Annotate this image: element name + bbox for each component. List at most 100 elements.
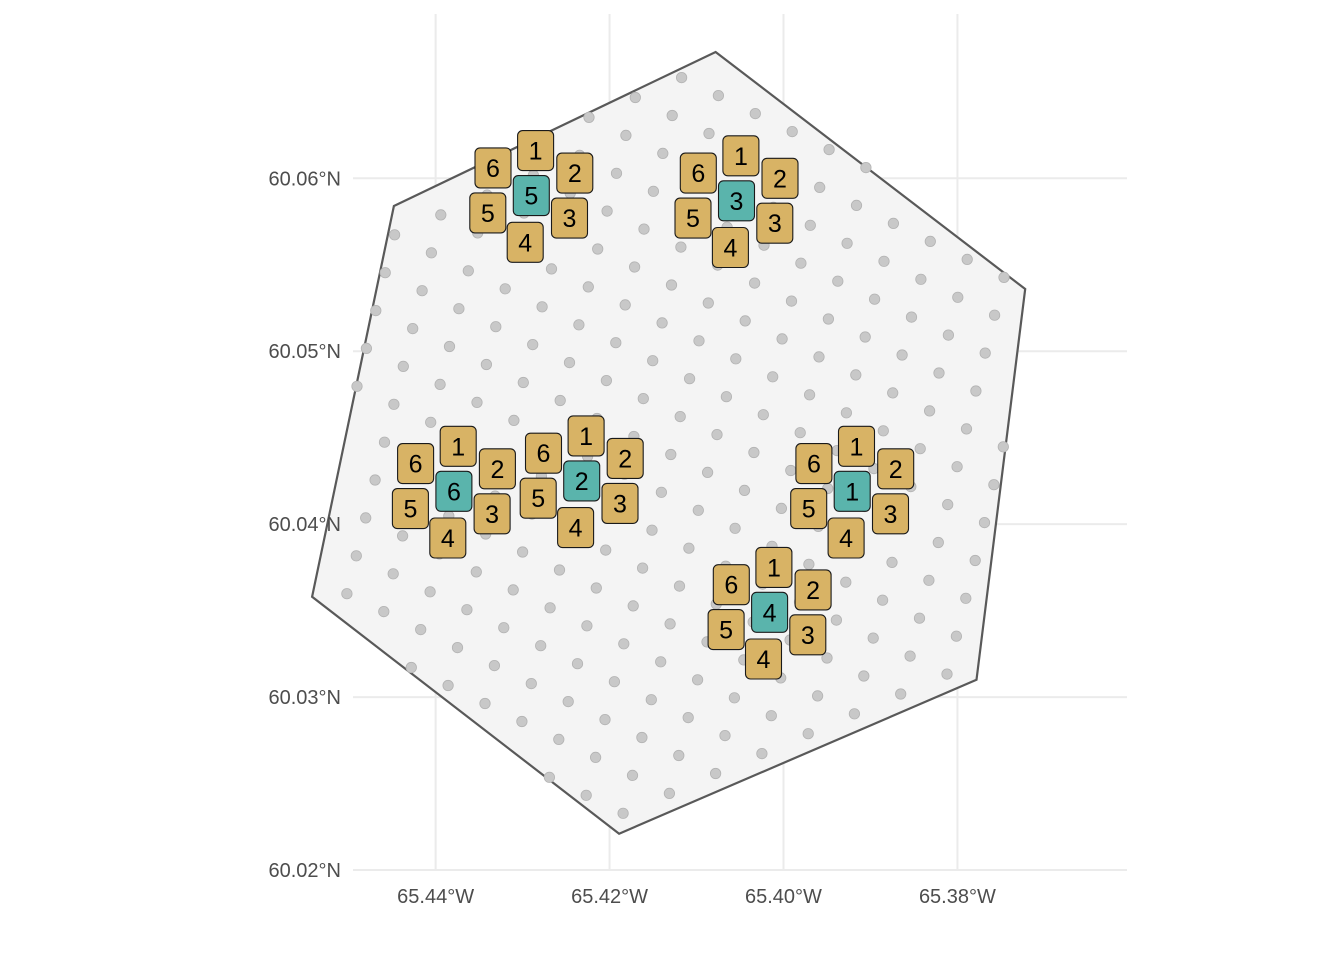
sample-point: [536, 301, 548, 313]
cluster-neighbor-box: [429, 517, 467, 559]
sample-point: [840, 407, 853, 419]
sample-point: [876, 594, 889, 606]
cluster-neighbor-label: 2: [806, 577, 820, 605]
sample-point: [590, 582, 602, 594]
cluster-neighbor-label: 4: [441, 525, 455, 553]
sample-point: [988, 309, 1001, 321]
cluster-center-box: [512, 175, 550, 217]
sample-point: [655, 486, 668, 498]
sample-point: [378, 436, 391, 448]
cluster-neighbor-label: 5: [802, 496, 816, 524]
sample-point: [709, 767, 722, 780]
sample-point: [785, 464, 797, 477]
cluster-neighbor-box: [795, 443, 833, 485]
sample-point: [601, 205, 613, 217]
sample-point: [693, 335, 705, 347]
sample-point: [850, 199, 863, 211]
sample-point: [637, 392, 649, 405]
sample-point: [896, 349, 908, 361]
sample-point: [388, 398, 400, 410]
cluster-neighbor-box: [755, 546, 793, 588]
y-tick-label: 60.03°N: [269, 687, 342, 709]
sample-point: [832, 275, 844, 287]
cluster-neighbor-label: 5: [719, 617, 733, 645]
sample-point: [498, 622, 510, 634]
sample-point: [756, 747, 768, 760]
cluster-neighbor-label: 6: [691, 160, 705, 188]
sample-point: [877, 425, 889, 437]
cluster-neighbor-label: 3: [485, 501, 499, 529]
y-tick-label: 60.02°N: [269, 860, 342, 882]
sample-point: [942, 498, 954, 511]
cluster-neighbor-label: 3: [801, 622, 815, 650]
sample-point: [545, 263, 558, 275]
sample-point: [508, 414, 520, 426]
sample-point: [370, 304, 382, 317]
cluster-neighbor-box: [871, 493, 910, 535]
sample-point: [887, 217, 900, 229]
sample-point: [978, 516, 991, 529]
cluster-neighbor-label: 1: [734, 143, 748, 171]
sample-point: [554, 394, 566, 407]
sample-point: [803, 389, 816, 401]
sample-point: [923, 574, 935, 586]
sample-point: [673, 580, 686, 592]
sample-point: [785, 295, 798, 307]
sample-point: [683, 373, 696, 385]
sample-point: [435, 209, 447, 221]
sample-point: [589, 751, 602, 764]
sample-point: [711, 428, 723, 441]
sample-point: [673, 749, 685, 762]
sample-point: [657, 147, 669, 159]
sample-point: [480, 358, 492, 371]
sample-point: [488, 659, 500, 672]
cluster-neighbor-box: [744, 638, 783, 680]
sample-point: [823, 144, 835, 156]
cluster-center-label: 4: [763, 599, 777, 627]
cluster-neighbor-box: [606, 437, 644, 479]
sample-point: [627, 600, 639, 612]
cluster-neighbor-box: [473, 493, 511, 535]
y-tick-label: 60.06°N: [269, 168, 342, 190]
cluster-center-box: [435, 470, 473, 512]
sample-point: [499, 283, 511, 295]
sample-point: [841, 237, 853, 249]
sample-point: [923, 405, 936, 417]
sample-point: [950, 630, 963, 642]
cluster-neighbor-label: 1: [767, 554, 781, 582]
sample-point: [424, 586, 436, 598]
sample-point: [617, 807, 629, 819]
sample-point: [858, 670, 870, 682]
sample-point: [775, 502, 788, 514]
sample-point: [914, 443, 926, 455]
cluster-neighbor-label: 5: [481, 200, 495, 228]
sample-point: [600, 544, 612, 556]
sample-point: [628, 261, 641, 273]
study-area: [310, 50, 1027, 835]
sample-point: [645, 694, 657, 706]
sample-point: [941, 668, 953, 680]
sample-point: [360, 342, 372, 354]
sample-point: [840, 576, 852, 588]
sample-point: [543, 771, 556, 783]
sample-point: [490, 321, 502, 333]
sample-point: [970, 385, 982, 397]
sample-point: [665, 448, 677, 461]
cluster-neighbor-label: 2: [889, 456, 903, 484]
sample-point: [915, 273, 927, 285]
sample-point: [786, 126, 798, 138]
sample-point: [646, 524, 658, 536]
sample-point: [442, 679, 454, 692]
cluster-neighbor-box: [439, 425, 477, 467]
plot-clusters: 1234565123456312345661234562123456112345…: [391, 130, 915, 680]
sample-point: [803, 558, 815, 570]
sample-point: [647, 185, 660, 197]
sample-point: [470, 566, 482, 578]
cluster-center-box: [833, 470, 871, 512]
cluster-neighbor-label: 2: [568, 160, 582, 188]
sample-point: [629, 91, 641, 104]
sample-point: [765, 710, 777, 722]
